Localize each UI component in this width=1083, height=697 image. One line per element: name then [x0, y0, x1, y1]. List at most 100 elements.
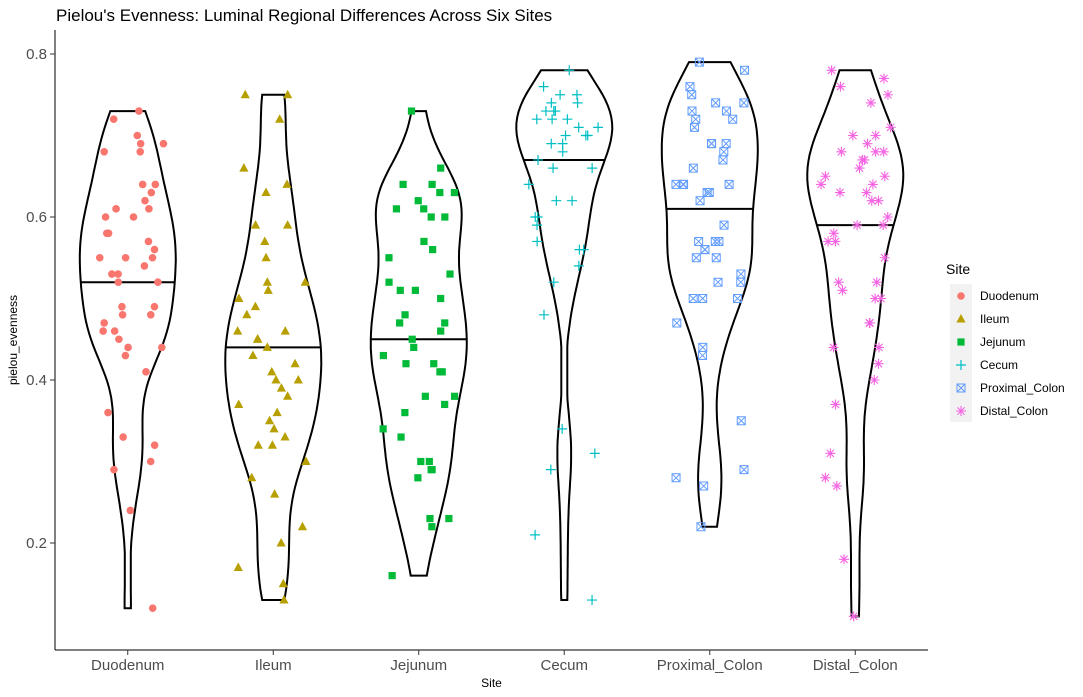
x-tick-label: Cecum	[540, 657, 588, 674]
x-tick-label: Duodenum	[91, 657, 164, 674]
data-point-jejunum	[429, 246, 437, 254]
data-point-duodenum	[135, 107, 143, 115]
data-point-cecum	[564, 65, 575, 76]
data-point-distal-colon	[823, 236, 834, 247]
data-point-ileum	[283, 391, 293, 400]
data-point-duodenum	[121, 253, 130, 262]
data-point-proximal-colon	[728, 114, 738, 124]
violin-group-jejunum	[369, 107, 468, 580]
data-point-ileum	[242, 309, 252, 319]
violin-ileum	[224, 93, 323, 601]
y-tick-label: 0.8	[26, 46, 47, 63]
data-point-distal-colon	[873, 358, 884, 369]
data-point-distal-colon	[878, 220, 889, 231]
data-point-duodenum	[95, 253, 104, 262]
data-point-duodenum	[102, 229, 111, 238]
data-point-jejunum	[408, 335, 416, 343]
data-point-proximal-colon	[739, 465, 749, 475]
data-point-cecum	[580, 130, 591, 141]
data-point-cecum	[548, 277, 559, 288]
data-point-jejunum	[427, 466, 435, 474]
data-point-distal-colon	[852, 220, 863, 231]
data-point-proximal-colon	[672, 318, 682, 328]
data-point-duodenum	[148, 604, 157, 612]
data-point-proximal-colon	[719, 220, 729, 230]
data-point-proximal-colon	[721, 139, 731, 149]
data-point-jejunum	[402, 360, 410, 368]
x-axis-label: Site	[481, 676, 502, 690]
data-point-proximal-colon	[719, 147, 729, 157]
legend-key-proximal-colon	[956, 383, 966, 393]
data-point-duodenum	[121, 351, 130, 360]
data-point-distal-colon	[830, 236, 841, 247]
data-point-jejunum	[427, 213, 435, 221]
data-point-duodenum	[145, 205, 153, 213]
data-point-cecum	[546, 97, 557, 108]
data-point-duodenum	[101, 213, 110, 221]
data-point-duodenum	[148, 253, 157, 262]
data-point-duodenum	[118, 311, 127, 319]
data-point-jejunum	[445, 514, 453, 523]
data-point-ileum	[293, 375, 303, 384]
data-point-duodenum	[104, 408, 112, 417]
data-point-duodenum	[118, 302, 126, 311]
data-point-distal-colon	[837, 285, 848, 296]
data-point-jejunum	[414, 474, 422, 482]
data-point-ileum	[233, 326, 243, 335]
data-point-distal-colon	[820, 171, 831, 182]
data-point-distal-colon	[864, 317, 875, 328]
data-point-jejunum	[450, 188, 459, 197]
data-point-proximal-colon	[721, 106, 731, 116]
data-point-ileum	[234, 293, 244, 302]
data-point-distal-colon	[870, 146, 881, 157]
data-point-proximal-colon	[694, 57, 704, 67]
y-tick-label: 0.6	[26, 209, 47, 226]
data-point-cecum	[550, 106, 561, 117]
data-point-distal-colon	[825, 448, 836, 459]
data-point-duodenum	[124, 343, 132, 352]
data-point-cecum	[548, 163, 559, 174]
legend-title: Site	[946, 261, 970, 277]
violin-group-distal-colon	[806, 65, 905, 622]
data-point-ileum	[264, 415, 275, 425]
data-point-distal-colon	[831, 480, 842, 491]
data-point-distal-colon	[820, 472, 831, 483]
data-point-distal-colon	[879, 252, 890, 263]
data-point-cecum	[589, 448, 600, 459]
x-tick-label: Ileum	[255, 657, 292, 674]
data-point-duodenum	[109, 115, 118, 123]
data-point-proximal-colon	[697, 351, 707, 361]
data-point-jejunum	[446, 270, 454, 278]
data-point-ileum	[250, 301, 260, 311]
data-point-jejunum	[441, 213, 449, 221]
data-point-jejunum	[428, 180, 436, 188]
data-point-distal-colon	[828, 228, 839, 239]
data-point-ileum	[261, 187, 271, 197]
data-point-proximal-colon	[688, 163, 698, 173]
data-point-ileum	[297, 521, 308, 531]
data-point-duodenum	[114, 270, 122, 278]
data-point-proximal-colon	[689, 122, 699, 132]
data-point-cecum	[557, 423, 568, 434]
data-point-distal-colon	[870, 130, 881, 141]
y-tick-label: 0.2	[26, 535, 47, 552]
data-point-ileum	[290, 358, 300, 368]
data-point-jejunum	[379, 351, 387, 360]
data-point-ileum	[248, 350, 258, 360]
violin-duodenum	[78, 110, 177, 610]
data-point-distal-colon	[882, 212, 893, 222]
violin-proximal-colon	[660, 61, 759, 528]
data-point-jejunum	[425, 457, 433, 466]
data-point-duodenum	[140, 262, 149, 270]
x-tick-label: Proximal_Colon	[657, 657, 763, 674]
data-point-duodenum	[100, 148, 108, 156]
data-point-ileum	[270, 489, 280, 498]
data-point-proximal-colon	[694, 236, 704, 246]
data-point-proximal-colon	[710, 236, 720, 246]
legend-key-jejunum	[957, 338, 965, 346]
legend-label-cecum: Cecum	[980, 358, 1018, 372]
data-point-distal-colon	[870, 293, 881, 304]
data-point-jejunum	[397, 433, 405, 441]
data-point-distal-colon	[830, 399, 841, 410]
